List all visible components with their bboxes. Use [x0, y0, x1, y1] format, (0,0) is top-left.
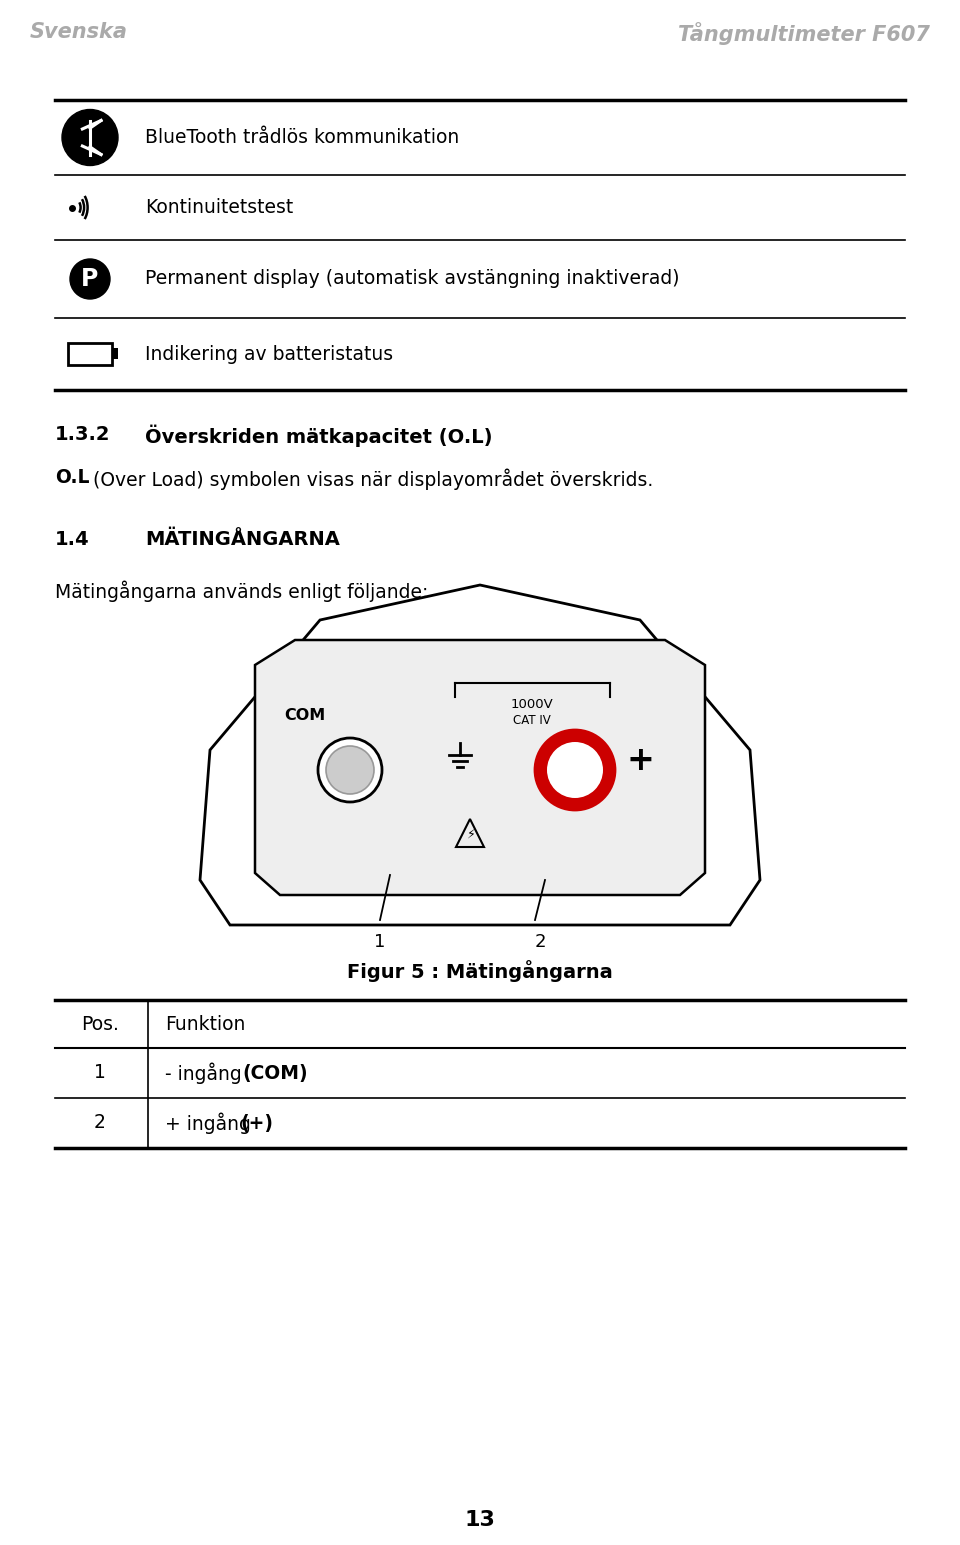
Text: (Over Load) symbolen visas när displayområdet överskrids.: (Over Load) symbolen visas när displayom…	[87, 468, 653, 490]
Text: Funktion: Funktion	[165, 1015, 246, 1034]
Text: 13: 13	[465, 1509, 495, 1530]
Circle shape	[62, 110, 118, 165]
Text: 2: 2	[94, 1114, 106, 1132]
Text: 1: 1	[94, 1063, 106, 1083]
Text: Figur 5 : Mätingångarna: Figur 5 : Mätingångarna	[348, 959, 612, 983]
Circle shape	[547, 742, 603, 799]
Bar	[68, 343, 112, 365]
Text: (+): (+)	[240, 1114, 273, 1132]
Circle shape	[70, 260, 110, 300]
Text: - ingång: - ingång	[165, 1063, 248, 1083]
Text: (COM): (COM)	[242, 1063, 307, 1083]
Text: ⚡: ⚡	[467, 828, 475, 840]
Text: COM: COM	[284, 708, 325, 723]
Text: 1000V: 1000V	[511, 698, 553, 712]
Text: 2: 2	[535, 933, 545, 952]
Text: 1.4: 1.4	[55, 530, 89, 548]
Text: Överskriden mätkapacitet (O.L): Överskriden mätkapacitet (O.L)	[145, 425, 492, 448]
Text: Mätingångarna används enligt följande:: Mätingångarna används enligt följande:	[55, 579, 428, 601]
Text: Indikering av batteristatus: Indikering av batteristatus	[145, 345, 394, 363]
Circle shape	[318, 739, 382, 802]
Polygon shape	[255, 640, 705, 895]
Text: MÄTINGÅNGARNA: MÄTINGÅNGARNA	[145, 530, 340, 548]
Text: O.L: O.L	[55, 468, 89, 487]
Text: +: +	[626, 743, 654, 777]
Text: Permanent display (automatisk avstängning inaktiverad): Permanent display (automatisk avstängnin…	[145, 269, 680, 289]
Text: + ingång: + ingång	[165, 1112, 257, 1134]
Text: Pos.: Pos.	[81, 1015, 119, 1034]
Circle shape	[326, 746, 374, 794]
Text: Kontinuitetstest: Kontinuitetstest	[145, 198, 293, 216]
Text: Svenska: Svenska	[30, 22, 128, 42]
Text: CAT IV: CAT IV	[514, 714, 551, 728]
Text: 1.3.2: 1.3.2	[55, 425, 110, 443]
Bar	[112, 348, 118, 358]
Text: Tångmultimeter F607: Tångmultimeter F607	[678, 22, 930, 45]
Text: P: P	[82, 267, 99, 290]
Text: 1: 1	[374, 933, 386, 952]
Text: BlueTooth trådlös kommunikation: BlueTooth trådlös kommunikation	[145, 128, 459, 147]
Circle shape	[535, 729, 615, 810]
